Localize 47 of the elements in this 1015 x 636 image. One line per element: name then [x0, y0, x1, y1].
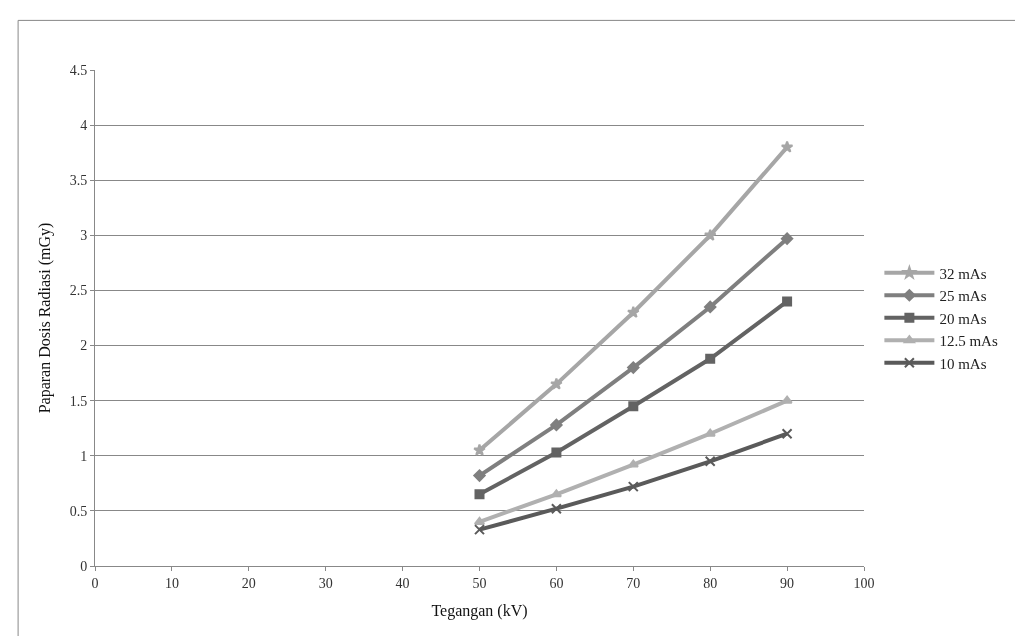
x-tick-label: 100	[853, 575, 875, 591]
x-tick-label: 20	[241, 575, 256, 591]
point	[473, 469, 486, 482]
y-tick-label: 4	[80, 118, 88, 134]
y-tick-label: 3.5	[69, 173, 88, 189]
point	[626, 305, 640, 319]
point	[705, 353, 716, 364]
x-tick-label: 60	[549, 575, 564, 591]
point	[550, 418, 563, 432]
y-tick-label: 3	[80, 228, 88, 244]
x-tick-label: 40	[395, 575, 410, 591]
y-tick-label: 1	[80, 448, 88, 464]
x-axis-title: Tegangan (kV)	[431, 602, 528, 621]
point	[551, 447, 562, 458]
point	[704, 300, 717, 314]
point	[780, 140, 794, 153]
y-tick-label: 1.5	[69, 393, 88, 409]
legend-label: 10 mAs	[939, 355, 987, 372]
x-tick-label: 10	[164, 575, 179, 591]
y-tick-label: 2	[80, 338, 88, 354]
point	[628, 401, 639, 412]
legend-label: 12.5 mAs	[939, 333, 998, 350]
legend-label: 20 mAs	[939, 310, 987, 327]
x-tick-label: 50	[472, 575, 487, 591]
x-tick-label: 90	[780, 575, 795, 591]
point	[627, 361, 640, 374]
point	[780, 232, 794, 245]
y-tick-label: 4.5	[69, 62, 88, 78]
x-tick-label: 30	[318, 575, 333, 591]
point	[782, 296, 793, 307]
y-tick-label: 0	[80, 558, 88, 574]
point	[704, 455, 716, 467]
y-axis-title: Paparan Dosis Radiasi (mGy)	[35, 222, 54, 414]
point	[703, 228, 717, 241]
legend-label: 32 mAs	[939, 265, 987, 282]
point	[550, 377, 563, 390]
point	[474, 524, 485, 536]
point	[474, 489, 485, 500]
x-tick-label: 0	[91, 575, 99, 591]
x-tick-label: 70	[626, 575, 641, 591]
point	[627, 481, 639, 493]
point	[781, 428, 793, 440]
legend-label: 25 mAs	[939, 288, 987, 305]
y-tick-label: 0.5	[69, 503, 88, 519]
y-tick-label: 2.5	[69, 283, 88, 299]
point	[550, 503, 562, 515]
x-tick-label: 80	[703, 575, 718, 591]
